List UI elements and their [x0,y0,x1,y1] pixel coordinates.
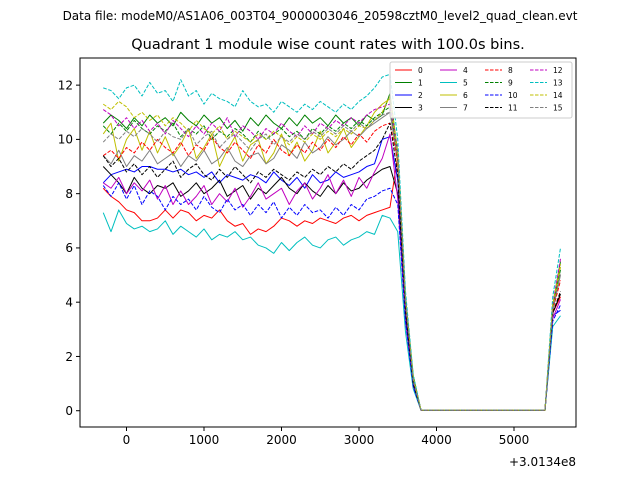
legend-label-10: 10 [508,91,518,100]
legend-label-6: 6 [463,91,468,100]
legend-label-7: 7 [463,103,468,112]
x-tick-label: 4000 [421,433,452,447]
legend-label-4: 4 [463,66,468,75]
legend-label-3: 3 [418,103,423,112]
legend-label-15: 15 [553,103,563,112]
chart-title: Quadrant 1 module wise count rates with … [131,37,525,53]
axes-frame [79,57,577,428]
x-tick-label: 1000 [189,433,220,447]
legend-label-2: 2 [418,91,423,100]
x-tick-label: 2000 [266,433,297,447]
y-tick-label: 4 [65,295,73,309]
x-axis: 0 1000 2000 3000 4000 5000 [123,427,530,447]
legend-label-14: 14 [553,91,563,100]
y-axis: 0 2 4 6 8 10 12 [58,78,80,418]
legend-label-0: 0 [418,66,423,75]
x-offset-label: +3.0134e8 [509,455,576,469]
y-tick-label: 12 [58,78,73,92]
x-tick-label: 5000 [499,433,530,447]
legend-label-5: 5 [463,78,468,87]
y-tick-label: 0 [65,404,73,418]
x-tick-label: 0 [123,433,131,447]
series-line-15 [102,111,561,411]
y-tick-label: 8 [65,187,73,201]
legend-label-8: 8 [508,66,513,75]
legend-label-13: 13 [553,78,563,87]
legend-label-1: 1 [418,78,423,87]
series-line-8 [102,122,561,411]
y-tick-label: 2 [65,350,73,364]
legend-label-9: 9 [508,78,513,87]
y-tick-label: 10 [58,133,73,147]
figure-suptitle: Data file: modeM0/AS1A06_003T04_90000030… [63,9,578,23]
legend-label-12: 12 [553,66,563,75]
plot-area [102,73,561,411]
legend-label-11: 11 [508,103,518,112]
x-tick-label: 3000 [344,433,375,447]
y-tick-label: 6 [65,241,73,255]
legend-frame [389,61,573,119]
